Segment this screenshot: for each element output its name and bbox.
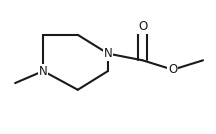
Text: N: N (39, 64, 48, 78)
Text: O: O (138, 20, 147, 33)
Text: N: N (104, 47, 112, 60)
Text: O: O (168, 63, 177, 76)
